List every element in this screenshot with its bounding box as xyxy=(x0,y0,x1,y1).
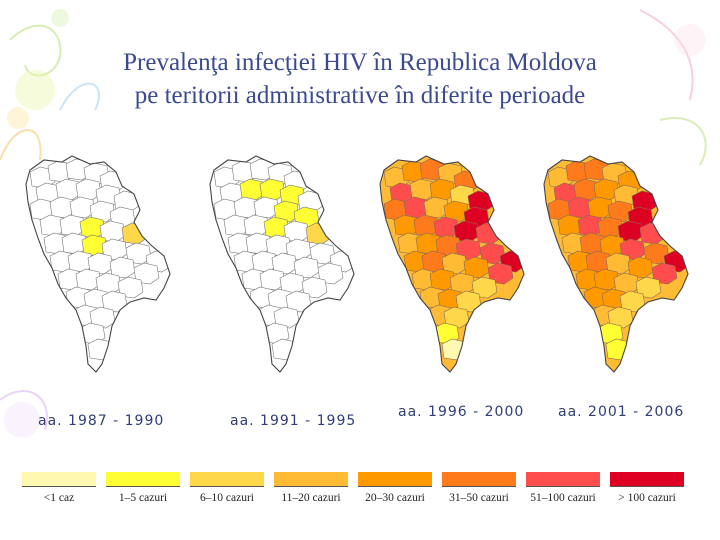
title-line-2: pe teritorii administrative în diferite … xyxy=(134,82,586,109)
map-districts xyxy=(380,156,524,372)
map-districts xyxy=(26,156,170,372)
period-label-3: aa. 1996 - 2000 xyxy=(398,404,525,420)
legend-label-8: > 100 cazuri xyxy=(618,492,676,504)
map-districts xyxy=(544,156,688,372)
district-region xyxy=(305,222,332,245)
period-label-2: aa. 1991 - 1995 xyxy=(230,413,357,429)
period-label-1: aa. 1987 - 1990 xyxy=(38,413,165,429)
legend-label-3: 6–10 cazuri xyxy=(200,492,254,504)
district-region xyxy=(639,222,666,245)
legend-swatch-3 xyxy=(190,472,264,487)
legend-label-2: 1–5 cazuri xyxy=(118,492,168,504)
country-border xyxy=(379,155,525,373)
map-districts xyxy=(210,156,354,372)
legend-swatch-1 xyxy=(22,472,96,487)
legend-label-5: 20–30 cazuri xyxy=(365,492,425,504)
moldova-map-1987-1990 xyxy=(25,155,171,373)
legend-swatch-6 xyxy=(442,472,516,487)
legend-swatch-5 xyxy=(358,472,432,487)
district-region xyxy=(475,222,502,245)
legend-swatch-7 xyxy=(526,472,600,487)
legend-label-6: 31–50 cazuri xyxy=(449,492,509,504)
country-border xyxy=(543,155,689,373)
slide-title: Prevalenţa infecţiei HIV în Republica Mo… xyxy=(0,46,720,112)
legend-label-4: 11–20 cazuri xyxy=(281,492,341,504)
legend-swatch-2 xyxy=(106,472,180,487)
legend-label-7: 51–100 cazuri xyxy=(530,492,596,504)
moldova-map-1991-1995 xyxy=(209,155,355,373)
country-border xyxy=(209,155,355,373)
country-border xyxy=(25,155,171,373)
legend-swatch-8 xyxy=(610,472,684,487)
period-label-4: aa. 2001 - 2006 xyxy=(558,404,685,420)
legend-label-1: <1 caz xyxy=(43,492,75,504)
district-region xyxy=(121,222,148,245)
map-panels xyxy=(0,150,720,380)
moldova-map-1996-2000 xyxy=(379,155,525,373)
title-line-1: Prevalenţa infecţiei HIV în Republica Mo… xyxy=(123,49,597,76)
legend: <1 caz 1–5 cazuri 6–10 cazuri 11–20 cazu… xyxy=(22,472,694,512)
moldova-map-2001-2006 xyxy=(543,155,689,373)
legend-swatch-4 xyxy=(274,472,348,487)
